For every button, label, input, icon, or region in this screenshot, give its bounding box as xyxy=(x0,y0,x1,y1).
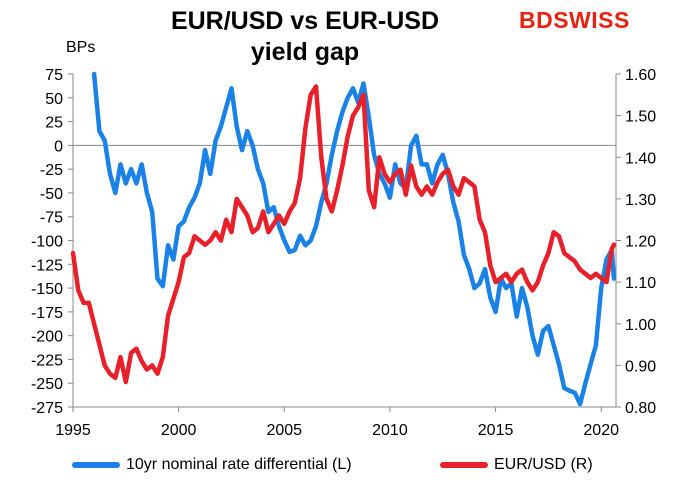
x-axis-tick-label: 2020 xyxy=(583,422,619,439)
left-axis-tick-label: -200 xyxy=(31,329,63,346)
legend-swatch-blue xyxy=(72,462,120,468)
series-line-rate-differential xyxy=(91,71,617,407)
x-axis-tick-label: 2005 xyxy=(266,422,302,439)
left-axis-tick-label: -275 xyxy=(31,400,63,417)
legend-swatch-red xyxy=(440,462,488,468)
left-axis-tick-label: -100 xyxy=(31,234,63,251)
brand-logo-text: BDSWISS xyxy=(519,7,630,33)
right-axis-tick-label: 1.40 xyxy=(625,150,656,167)
right-axis-tick-label: 1.20 xyxy=(625,234,656,251)
right-axis-tick-label: 1.00 xyxy=(625,317,656,334)
left-axis-tick-label: 75 xyxy=(45,67,63,84)
brand-logo: BDSWISS xyxy=(519,7,630,34)
left-axis-tick-label: -125 xyxy=(31,257,63,274)
x-axis-tick-label: 1995 xyxy=(55,422,91,439)
right-axis-tick-label: 1.10 xyxy=(625,275,656,292)
legend-label-rate-differential: 10yr nominal rate differential (L) xyxy=(126,456,352,473)
legend-item-eurusd: EUR/USD (R) xyxy=(440,456,593,474)
right-axis-tick-label: 0.90 xyxy=(625,358,656,375)
left-axis-tick-label: 0 xyxy=(54,138,63,155)
left-axis-tick-label: 50 xyxy=(45,91,63,108)
legend-item-rate-differential: 10yr nominal rate differential (L) xyxy=(72,456,352,474)
series-line-eurusd xyxy=(70,84,617,385)
axes: 75 50 25 0 -25 -50 -75 -100 -125 -150 -175 -200 -225… xyxy=(31,67,656,439)
right-axis-tick-label: 1.60 xyxy=(625,67,656,84)
legend: 10yr nominal rate differential (L) EUR/U… xyxy=(0,456,700,486)
legend-label-eurusd: EUR/USD (R) xyxy=(494,456,593,473)
left-axis-tick-label: -250 xyxy=(31,376,63,393)
right-axis-tick-label: 1.50 xyxy=(625,109,656,126)
right-axis-tick-label: 0.80 xyxy=(625,400,656,417)
x-axis-tick-label: 2010 xyxy=(372,422,408,439)
right-axis-tick-label: 1.30 xyxy=(625,192,656,209)
x-axis-tick-label: 2015 xyxy=(478,422,514,439)
left-axis-tick-label: -75 xyxy=(40,210,63,227)
left-axis-tick-label: -50 xyxy=(40,186,63,203)
x-axis-tick-label: 2000 xyxy=(161,422,197,439)
left-axis-tick-label: -150 xyxy=(31,281,63,298)
left-axis-tick-label: 25 xyxy=(45,115,63,132)
chart-title: EUR/USD vs EUR-USD yield gap xyxy=(170,7,440,66)
left-axis-tick-label: -25 xyxy=(40,162,63,179)
series-layer xyxy=(70,71,617,407)
left-axis-tick-label: -225 xyxy=(31,352,63,369)
left-axis-unit-label: BPs xyxy=(66,39,95,56)
left-axis-tick-label: -175 xyxy=(31,305,63,322)
